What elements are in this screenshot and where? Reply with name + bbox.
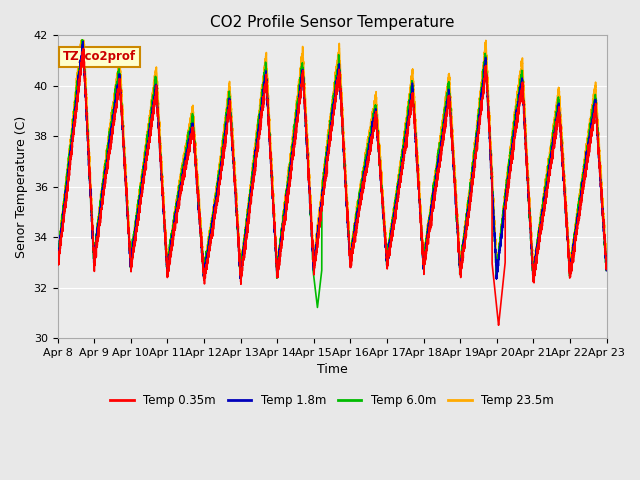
Title: CO2 Profile Sensor Temperature: CO2 Profile Sensor Temperature [210, 15, 454, 30]
Text: TZ_co2prof: TZ_co2prof [63, 50, 136, 63]
Legend: Temp 0.35m, Temp 1.8m, Temp 6.0m, Temp 23.5m: Temp 0.35m, Temp 1.8m, Temp 6.0m, Temp 2… [106, 389, 559, 412]
X-axis label: Time: Time [317, 363, 348, 376]
Y-axis label: Senor Temperature (C): Senor Temperature (C) [15, 116, 28, 258]
